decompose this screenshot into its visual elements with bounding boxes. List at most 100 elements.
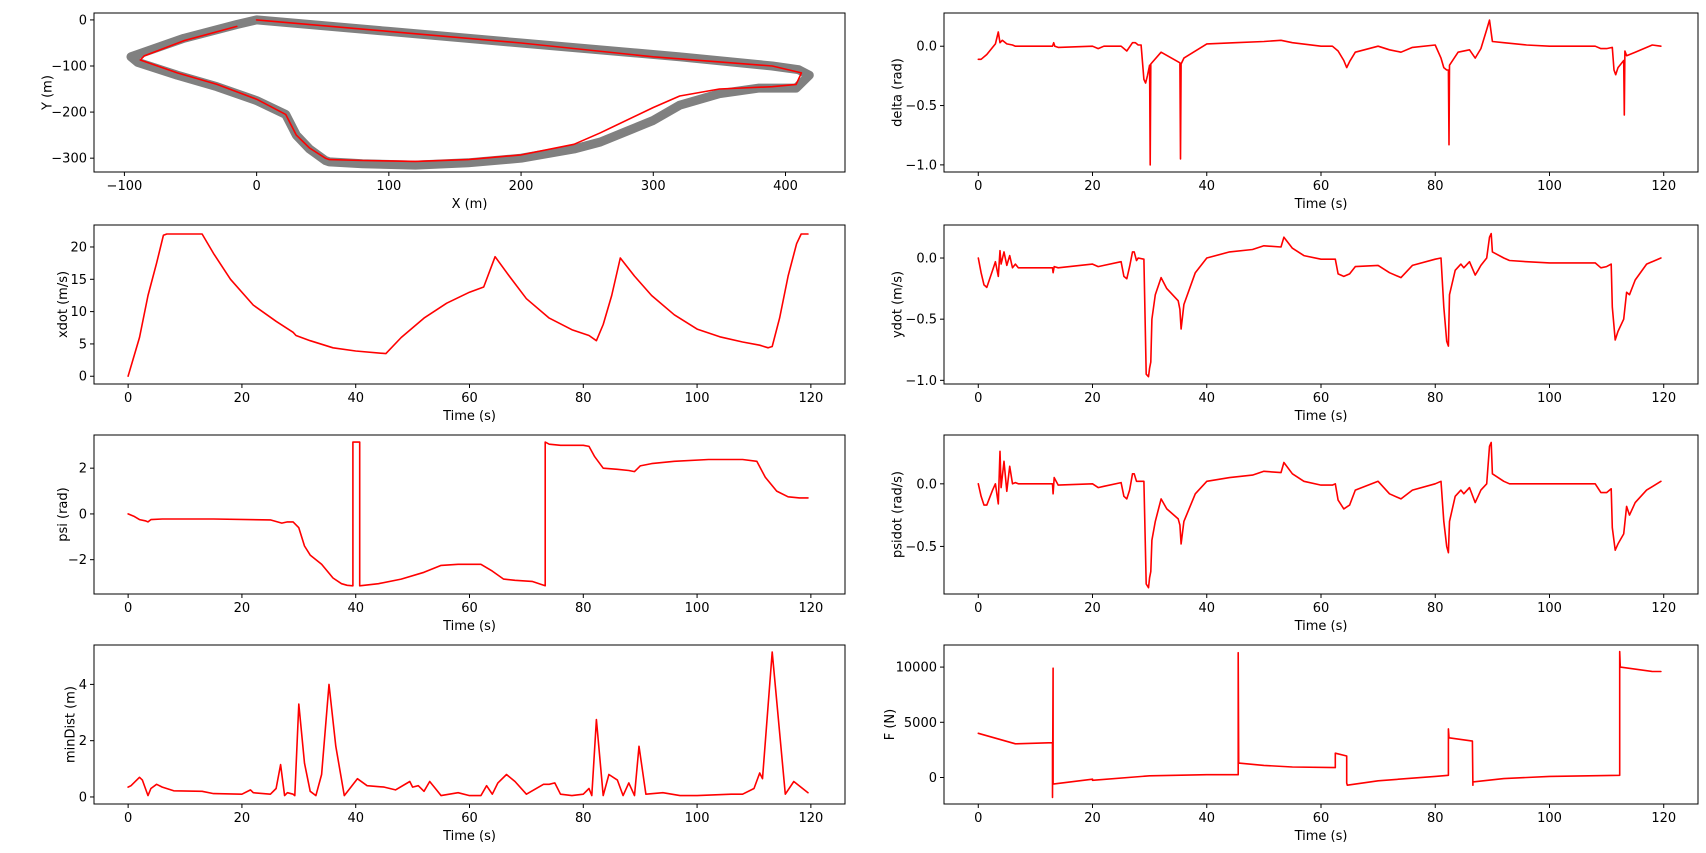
x-tick-label: 60 [461,391,478,406]
y-tick-label: 10 [70,305,87,320]
y-tick-label: −0.5 [905,540,937,555]
y-axis-label-xy: Y (m) [41,75,56,111]
panel-psidot: 0 20 40 60 80 100 120 0.0 −0.5 Time (s) psidot (… [891,434,1699,634]
plot-area-mindist [127,651,809,797]
x-tick-label: 120 [798,601,823,616]
x-tick-label: 80 [575,601,592,616]
x-tick-label: 80 [1427,179,1444,194]
y-tick-label: 4 [79,678,87,693]
plot-area-xy [126,15,814,170]
y-tick-label: −0.5 [905,99,937,114]
x-axis-label-xy: X (m) [452,197,488,212]
x-tick-label: 0 [974,391,982,406]
y-tick-label: 0.0 [916,252,937,267]
x-axis-label-xdot: Time (s) [442,409,496,424]
y-tick-label: 10000 [896,661,937,676]
y-tick-label: 0 [929,771,937,786]
x-axis-label-delta: Time (s) [1294,197,1348,212]
x-tick-label: 40 [1198,179,1215,194]
y-tick-label: 0 [79,507,87,522]
x-tick-label: 0 [252,179,260,194]
series-line-psi [127,441,809,587]
x-tick-label: 100 [1537,179,1562,194]
plot-area-delta [977,19,1662,166]
y-axis-label-psi: psi (rad) [56,487,71,541]
x-tick-label: 80 [575,391,592,406]
ticks-delta: 0 20 40 60 80 100 120 0.0 −0.5 −1.0 [905,40,1676,194]
x-tick-label: 60 [1313,391,1330,406]
y-tick-label: 0 [79,13,87,28]
x-tick-label: 60 [1313,179,1330,194]
x-tick-label: 120 [1651,391,1676,406]
x-tick-label: 300 [641,179,666,194]
x-tick-label: 40 [1198,391,1215,406]
ticks-ydot: 0 20 40 60 80 100 120 0.0 −0.5 −1.0 [905,252,1676,406]
x-tick-label: 80 [1427,811,1444,826]
x-tick-label: 200 [509,179,534,194]
x-tick-label: 20 [1084,391,1101,406]
y-tick-label: 0.0 [916,40,937,55]
x-axis-label-mindist: Time (s) [442,829,496,844]
panel-xy-trajectory: −100 0 100 200 300 400 0 −100 −200 −300 X (m) Y (… [41,12,846,212]
series-line-ydot [977,232,1662,378]
x-tick-label: 60 [1313,601,1330,616]
x-axis-label-psi: Time (s) [442,619,496,634]
x-tick-label: 120 [1651,179,1676,194]
y-tick-label: −2 [68,553,87,568]
y-tick-label: −300 [51,152,87,167]
x-tick-label: 0 [124,391,132,406]
y-tick-label: −1.0 [905,158,937,173]
series-line-psidot [977,441,1662,589]
x-tick-label: 80 [1427,601,1444,616]
series-line-delta [977,19,1662,166]
x-tick-label: 20 [1084,179,1101,194]
y-axis-label-psidot: psidot (rad/s) [891,471,906,558]
series-line-force [977,650,1662,799]
y-axis-label-xdot: xdot (m/s) [56,271,71,338]
x-tick-label: 80 [1427,391,1444,406]
panel-ydot: 0 20 40 60 80 100 120 0.0 −0.5 −1.0 Time (s) ydot… [891,224,1699,424]
x-tick-label: 0 [974,601,982,616]
y-tick-label: 2 [79,734,87,749]
y-tick-label: −100 [51,60,87,75]
series-line-xdot [127,233,809,378]
series-line-mindist [127,651,809,797]
x-axis-label-ydot: Time (s) [1294,409,1348,424]
y-axis-label-delta: delta (rad) [891,58,906,127]
plot-area-xdot [127,233,809,378]
plot-area-ydot [977,232,1662,378]
ticks-xdot: 0 20 40 60 80 100 120 0 5 10 15 20 [70,240,823,406]
y-tick-label: −0.5 [905,313,937,328]
y-tick-label: 0 [79,790,87,805]
x-tick-label: 0 [124,811,132,826]
series-line-xy [139,19,803,163]
panel-force: 0 20 40 60 80 100 120 10000 5000 0 Time (s) F (N) [883,644,1699,844]
ticks-mindist: 0 20 40 60 80 100 120 0 2 4 [79,678,824,826]
x-tick-label: 120 [1651,601,1676,616]
y-tick-label: 5000 [904,716,937,731]
axes-frame-xy [93,12,846,173]
x-tick-label: 40 [347,391,364,406]
x-tick-label: 60 [461,601,478,616]
plot-area-psidot [977,441,1662,589]
plot-area-psi [127,441,809,587]
x-tick-label: 120 [1651,811,1676,826]
x-tick-label: 100 [1537,601,1562,616]
y-axis-label-ydot: ydot (m/s) [891,271,906,338]
x-tick-label: 40 [347,811,364,826]
y-axis-label-mindist: minDist (m) [63,686,78,763]
ticks-xy: −100 0 100 200 300 400 0 −100 −200 −300 [51,13,798,194]
y-tick-label: −1.0 [905,374,937,389]
x-tick-label: 100 [1537,391,1562,406]
plot-area-force [977,650,1662,799]
x-tick-label: 120 [798,391,823,406]
x-tick-label: 40 [347,601,364,616]
x-tick-label: −100 [107,179,143,194]
x-tick-label: 20 [234,601,251,616]
x-tick-label: 80 [575,811,592,826]
x-tick-label: 100 [685,601,710,616]
x-tick-label: 40 [1198,811,1215,826]
